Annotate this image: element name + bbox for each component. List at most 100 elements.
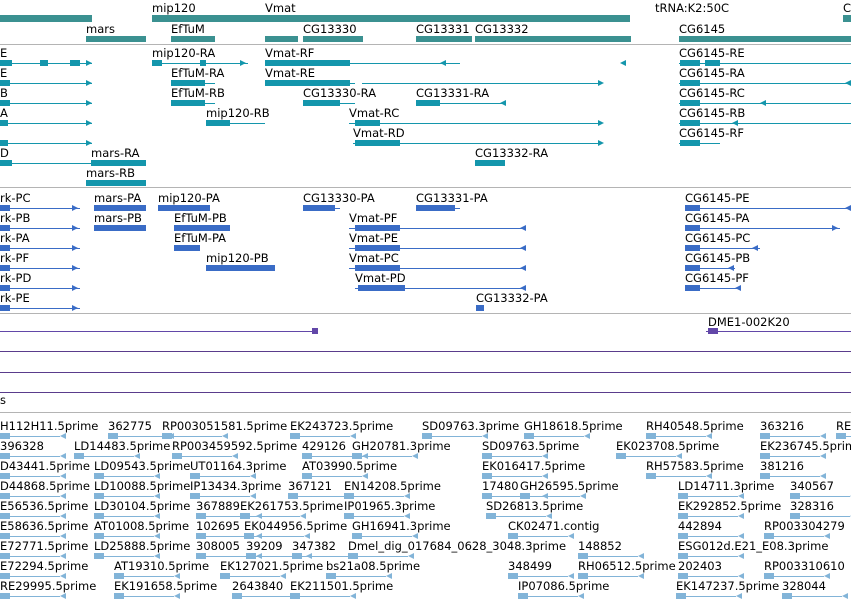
protein-label[interactable]: mip120-PA <box>158 191 220 205</box>
est-label[interactable]: 340567 <box>790 479 834 493</box>
strand-arrow[interactable] <box>86 120 92 126</box>
strand-arrow[interactable] <box>520 225 526 231</box>
transcript-label[interactable]: A <box>0 106 8 120</box>
cds-block[interactable] <box>0 205 10 211</box>
transcript-label[interactable]: Vmat-RC <box>349 106 400 120</box>
est-label[interactable]: 2643840 <box>232 579 284 593</box>
est-arrow[interactable] <box>546 513 552 519</box>
transcript-label[interactable]: mars-RB <box>86 166 135 180</box>
cds-block[interactable] <box>174 245 200 251</box>
est-label[interactable]: LD09543.5prime <box>94 459 191 473</box>
transcript-exon[interactable] <box>0 160 12 166</box>
transcript-exon[interactable] <box>152 60 162 66</box>
gene-bar[interactable] <box>171 36 215 42</box>
est-block[interactable] <box>352 453 362 459</box>
strand-arrow[interactable] <box>520 245 526 251</box>
transcript-label[interactable]: CG13331-RA <box>416 86 490 100</box>
est-arrow[interactable] <box>842 593 848 599</box>
est-arrow[interactable] <box>578 593 584 599</box>
est-block[interactable] <box>74 453 84 459</box>
est-arrow[interactable] <box>580 493 586 499</box>
cds-block[interactable] <box>685 225 700 231</box>
est-label[interactable]: EK236745.5prime <box>760 439 851 453</box>
est-label[interactable]: IP07086.5prime <box>518 579 610 593</box>
strand-arrow[interactable] <box>500 100 506 106</box>
transcript-label[interactable]: CG13332-RA <box>475 146 549 160</box>
est-arrow[interactable] <box>638 553 644 559</box>
transcript-exon[interactable] <box>303 100 340 106</box>
est-arrow[interactable] <box>706 473 712 479</box>
est-label[interactable]: RP003304279 <box>764 519 845 533</box>
est-label[interactable]: AT03990.5prime <box>302 459 398 473</box>
est-label[interactable]: SD26813.5prime <box>486 499 584 513</box>
est-label[interactable]: 429126 <box>302 439 346 453</box>
gene-label[interactable]: Vmat <box>265 1 296 15</box>
protein-label[interactable]: Vmat-PD <box>355 271 406 285</box>
est-arrow[interactable] <box>154 533 160 539</box>
cds-block[interactable] <box>94 225 146 231</box>
est-label[interactable]: EK147237.5prime <box>676 579 780 593</box>
est-block[interactable] <box>482 473 492 479</box>
protein-label[interactable]: rk-PA <box>0 231 30 245</box>
est-label[interactable]: 328316 <box>790 499 834 513</box>
bac-clone-end[interactable] <box>312 328 318 334</box>
transcript-label[interactable]: CG6145-RF <box>679 126 744 140</box>
est-block[interactable] <box>578 553 588 559</box>
transcript-exon[interactable] <box>0 100 10 106</box>
est-arrow[interactable] <box>250 493 256 499</box>
est-label[interactable]: 381216 <box>760 459 804 473</box>
est-arrow[interactable] <box>300 513 306 519</box>
strand-arrow[interactable] <box>520 285 526 291</box>
est-label[interactable]: 202403 <box>678 559 722 573</box>
est-arrow[interactable] <box>60 533 66 539</box>
transcript-label[interactable]: E <box>0 66 8 80</box>
est-label[interactable]: D44868.5prime <box>0 479 90 493</box>
est-block[interactable] <box>760 473 770 479</box>
est-block[interactable] <box>0 473 10 479</box>
est-arrow[interactable] <box>404 513 410 519</box>
est-arrow[interactable] <box>60 593 66 599</box>
gene-label[interactable]: tRNA:K2:50C <box>655 1 730 15</box>
bac-clone-line[interactable] <box>0 392 851 393</box>
est-label[interactable]: 328044 <box>782 579 826 593</box>
protein-label[interactable]: CG6145-PC <box>685 231 751 245</box>
est-label[interactable]: RH06512.5prime <box>578 559 676 573</box>
transcript-exon[interactable] <box>705 60 720 66</box>
est-label[interactable]: 17480 <box>482 479 519 493</box>
cds-block[interactable] <box>685 245 700 251</box>
strand-arrow[interactable] <box>620 60 626 66</box>
est-block[interactable] <box>220 573 230 579</box>
strand-arrow[interactable] <box>598 140 604 146</box>
gene-bar[interactable] <box>679 36 851 42</box>
cds-block[interactable] <box>685 285 700 291</box>
est-label[interactable]: EK127021.5prime <box>220 559 324 573</box>
transcript-label[interactable]: Vmat-RF <box>265 46 315 60</box>
strand-arrow[interactable] <box>598 80 604 86</box>
protein-label[interactable]: CG6145-PE <box>685 191 750 205</box>
transcript-label[interactable]: B <box>0 86 8 100</box>
est-label[interactable]: bs21a08.5prime <box>326 559 421 573</box>
strand-arrow[interactable] <box>72 285 78 291</box>
est-arrow[interactable] <box>362 473 368 479</box>
est-block[interactable] <box>196 533 206 539</box>
transcript-exon[interactable] <box>0 120 8 126</box>
est-block[interactable] <box>352 533 362 539</box>
est-arrow[interactable] <box>232 453 238 459</box>
est-arrow[interactable] <box>60 493 66 499</box>
transcript-label[interactable]: CG6145-RE <box>679 46 745 60</box>
est-block[interactable] <box>114 593 124 599</box>
protein-label[interactable]: CG13331-PA <box>416 191 488 205</box>
est-block[interactable] <box>196 553 206 559</box>
est-block[interactable] <box>0 513 10 519</box>
est-block[interactable] <box>196 513 206 519</box>
transcript-label[interactable]: mip120-RB <box>206 106 270 120</box>
est-arrow[interactable] <box>738 533 744 539</box>
est-block[interactable] <box>520 493 530 499</box>
est-arrow[interactable] <box>542 453 548 459</box>
bac-clone-line[interactable] <box>0 372 851 373</box>
protein-label[interactable]: Vmat-PC <box>349 251 399 265</box>
est-block[interactable] <box>482 453 492 459</box>
gene-label[interactable]: CG13332 <box>475 22 529 36</box>
est-block[interactable] <box>232 593 242 599</box>
est-arrow[interactable] <box>386 573 392 579</box>
